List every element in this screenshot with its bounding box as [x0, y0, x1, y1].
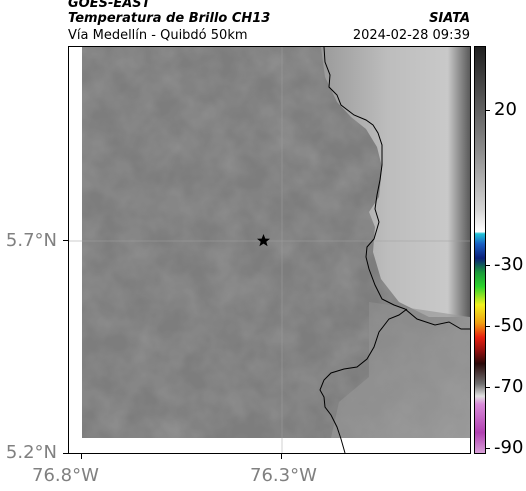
lat-tick [63, 453, 68, 454]
organization-label: SIATA [429, 11, 470, 26]
clear-sky-region [321, 47, 470, 317]
colorbar-tick [486, 265, 490, 266]
lat-tick [63, 240, 68, 241]
satellite-map [68, 46, 471, 454]
lon-tick [281, 454, 282, 459]
temperature-colorbar [474, 46, 486, 454]
lon-tick [81, 454, 82, 459]
latitude-label: 5.2°N [5, 442, 57, 463]
colorbar-label: -50 [494, 315, 524, 336]
colorbar-label: 20 [494, 99, 517, 120]
colorbar-label: -70 [494, 376, 524, 397]
satellite-name: GOES-EAST [68, 0, 151, 11]
department-border-east [323, 47, 470, 330]
colorbar-tick [486, 387, 490, 388]
star-icon [257, 234, 270, 247]
colorbar-label: -30 [494, 254, 524, 275]
colorbar-tick [486, 326, 490, 327]
latitude-label: 5.7°N [5, 230, 57, 251]
longitude-label: 76.8°W [32, 465, 99, 486]
brightness-temperature-image [69, 47, 470, 453]
product-title: Temperatura de Brillo CH13 [68, 11, 271, 26]
longitude-label: 76.3°W [250, 465, 317, 486]
route-subtitle: Vía Medellín - Quibdó 50km [68, 28, 248, 43]
colorbar-tick [486, 448, 490, 449]
department-border-south [319, 308, 408, 453]
colorbar-tick [486, 110, 490, 111]
timestamp-label: 2024-02-28 09:39 [352, 28, 470, 43]
colorbar-label: -90 [494, 437, 524, 458]
